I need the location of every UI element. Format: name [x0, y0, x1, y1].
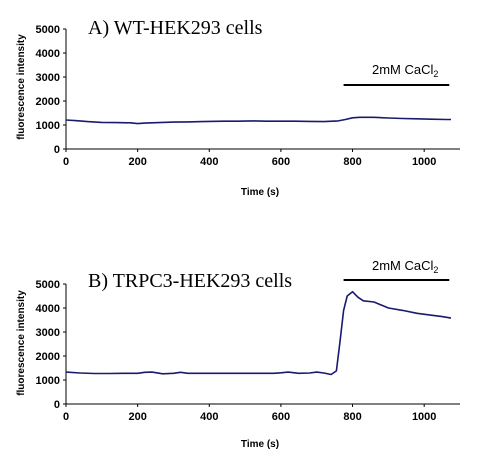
panel-b-x-tick-label: 1000 — [412, 411, 436, 423]
panel-a-x-tick-label: 1000 — [412, 156, 436, 168]
panel-a-y-tick-label: 5000 — [36, 24, 60, 36]
panel-b-x-tick-label: 0 — [63, 411, 69, 423]
panel-b-treatment-label: 2mM CaCl2 — [372, 258, 438, 275]
panel-a-series-line — [65, 116, 451, 125]
panel-a-y-tick-label: 2000 — [36, 96, 60, 108]
panel-b-x-tick-label: 200 — [128, 411, 146, 423]
panel-a-x-tick-label: 0 — [63, 156, 69, 168]
panel-b-y-tick-label: 1000 — [36, 375, 60, 387]
panel-a-y-tick-label: 0 — [54, 144, 60, 156]
panel-b-y-tick-label: 4000 — [36, 303, 60, 315]
panel-a-plot-area: 0 1000 2000 3000 4000 5000 0 200 400 600 800 1000 — [36, 24, 460, 168]
panel-a-chart: A) WT-HEK293 cells fluorescence intensit… — [16, 17, 460, 198]
panel-b-y-tick-label: 2000 — [36, 351, 60, 363]
panel-b-x-tick-label: 800 — [343, 411, 361, 423]
panel-a-x-tick-label: 800 — [343, 156, 361, 168]
panel-a-y-tick-label: 3000 — [36, 72, 60, 84]
panel-b-chart: B) TRPC3-HEK293 cells fluorescence inten… — [16, 258, 460, 450]
panel-b-plot-area: 0 1000 2000 3000 4000 5000 0 200 400 600 800 1000 — [36, 279, 460, 423]
panel-a-treatment-label: 2mM CaCl2 — [372, 62, 438, 79]
panel-b-x-tick-label: 400 — [200, 411, 218, 423]
panel-b-title: B) TRPC3-HEK293 cells — [88, 270, 292, 292]
panel-b-y-tick-label: 0 — [54, 399, 60, 411]
panel-b-ylabel: fluorescence intensity — [16, 290, 27, 396]
panel-a-x-tick-label: 400 — [200, 156, 218, 168]
panel-b-x-tick-label: 600 — [272, 411, 290, 423]
panel-a-xlabel: Time (s) — [241, 187, 279, 198]
panel-b-series-line — [65, 290, 452, 376]
panel-b-y-tick-label: 3000 — [36, 327, 60, 339]
panel-b-xlabel: Time (s) — [241, 439, 279, 450]
panel-a-x-tick-label: 200 — [128, 156, 146, 168]
panel-a-x-tick-label: 600 — [272, 156, 290, 168]
panel-b-y-tick-label: 5000 — [36, 279, 60, 291]
panel-a-y-tick-label: 4000 — [36, 48, 60, 60]
panel-a-title: A) WT-HEK293 cells — [88, 17, 263, 39]
panel-a-y-tick-label: 1000 — [36, 120, 60, 132]
panel-a-ylabel: fluorescence intensity — [16, 34, 27, 140]
